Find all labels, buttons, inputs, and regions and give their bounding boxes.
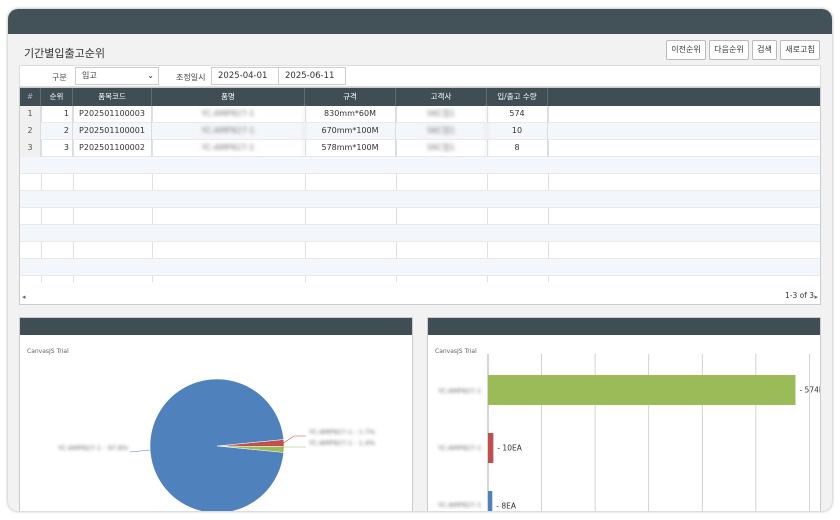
table-row[interactable]: 2 2 P202501100001 YC-AMP827-1 670mm*100M…	[20, 123, 820, 140]
rank-cell: 3	[41, 140, 73, 157]
pie-label-small: YC-AMP827-1 - 1.4%	[308, 439, 375, 447]
bar-chart: YC-AMP827-1 YC-AMP827-1 YC-AMP827-1 - 57…	[437, 354, 821, 511]
type-select-value: 입고	[82, 71, 97, 80]
chevron-down-icon: ⌄	[147, 71, 154, 80]
col-customer[interactable]: 고객사	[396, 88, 487, 106]
table-row[interactable]: 3 3 P202501100002 YC-AMP827-1 578mm*100M…	[20, 140, 820, 157]
spec-cell: 830mm*60M	[305, 106, 396, 123]
bar[interactable]	[488, 433, 494, 463]
scroll-left-icon[interactable]: ◂	[22, 293, 26, 301]
pie-leader-line	[129, 449, 151, 453]
qty-cell: 8	[487, 140, 548, 157]
code-cell: P202501100002	[73, 140, 152, 157]
row-number: 1	[20, 106, 41, 123]
type-select[interactable]: 입고 ⌄	[75, 67, 159, 85]
customer-cell: SKC협1	[396, 106, 487, 123]
bar-chart-panel: CanvasJS Trial YC-AMP827-1 YC-AMP827-1 Y…	[427, 317, 821, 511]
bar-panel-header	[428, 318, 820, 335]
spec-cell: 670mm*100M	[305, 123, 396, 140]
empty-row	[20, 259, 820, 276]
col-name[interactable]: 품명	[152, 88, 305, 106]
bar-value-label: - 574EA	[799, 386, 821, 395]
customer-cell: SKC협1	[396, 123, 487, 140]
row-number: 3	[20, 140, 41, 157]
page-title: 기간별입출고순위	[24, 47, 105, 60]
empty-row	[20, 242, 820, 259]
rank-cell: 1	[41, 106, 73, 123]
prev-rank-button[interactable]: 이전순위	[666, 40, 706, 60]
search-button[interactable]: 검색	[752, 40, 777, 60]
pie-slice[interactable]	[149, 378, 284, 511]
col-qty[interactable]: 입/출고 수량	[487, 88, 548, 106]
empty-row	[20, 157, 820, 174]
row-number: 2	[20, 123, 41, 140]
pie-label-small: YC-AMP827-1 - 1.7%	[308, 428, 375, 436]
app-header-bar	[8, 9, 832, 34]
bar-category-label: YC-AMP827-1	[437, 501, 481, 509]
refresh-button[interactable]: 새로고침	[780, 40, 820, 60]
customer-cell: SKC협1	[396, 140, 487, 157]
bar-value-label: - 10EA	[497, 444, 522, 453]
spec-cell: 578mm*100M	[305, 140, 396, 157]
name-cell: YC-AMP827-1	[152, 123, 305, 140]
date-label: 조정일시	[176, 73, 206, 82]
table-row[interactable]: 1 1 P202501100003 YC-AMP827-1 830mm*60M …	[20, 106, 820, 123]
pie-trial-label: CanvasJS Trial	[27, 348, 69, 355]
date-to-input[interactable]: 2025-06-11	[278, 67, 346, 85]
bar-category-label: YC-AMP827-1	[437, 444, 481, 452]
code-cell: P202501100001	[73, 123, 152, 140]
code-cell: P202501100003	[73, 106, 152, 123]
grid-header: # 순위 품목코드 품명 규격 고객사 입/출고 수량	[20, 88, 820, 106]
app-window: 기간별입출고순위 이전순위 다음순위 검색 새로고침 구분 입고 ⌄ 조정일시 …	[8, 9, 832, 511]
scroll-right-icon[interactable]: ▸	[814, 293, 818, 301]
date-from-input[interactable]: 2025-04-01	[211, 67, 279, 85]
qty-cell: 574	[487, 106, 548, 123]
next-rank-button[interactable]: 다음순위	[709, 40, 749, 60]
empty-row	[20, 208, 820, 225]
empty-row	[20, 191, 820, 208]
bar-trial-label: CanvasJS Trial	[435, 348, 477, 355]
rank-grid: # 순위 품목코드 품명 규격 고객사 입/출고 수량 1 1 P2025011…	[19, 87, 821, 305]
name-cell: YC-AMP827-1	[152, 140, 305, 157]
bar[interactable]	[488, 491, 493, 511]
pie-label-large: YC-AMP827-1 - 97.8%	[57, 444, 128, 452]
type-label: 구분	[52, 73, 67, 82]
empty-row	[20, 225, 820, 242]
col-rank[interactable]: 순위	[41, 88, 73, 106]
col-index[interactable]: #	[20, 88, 41, 106]
bar-category-label: YC-AMP827-1	[437, 387, 481, 395]
bar-value-label: - 8EA	[496, 502, 517, 511]
col-spec[interactable]: 규격	[305, 88, 396, 106]
name-cell: YC-AMP827-1	[152, 106, 305, 123]
pie-leader-line	[281, 435, 306, 445]
record-count: 1-3 of 3	[784, 291, 814, 300]
empty-row	[20, 174, 820, 191]
pie-chart: YC-AMP827-1 - 97.8% YC-AMP827-1 - 1.7% Y…	[57, 378, 375, 511]
filter-bar: 구분 입고 ⌄ 조정일시 2025-04-01 2025-06-11	[19, 65, 821, 87]
col-code[interactable]: 품목코드	[73, 88, 152, 106]
pie-chart-panel: CanvasJS Trial YC-AMP827-1 - 97.8% YC-AM…	[19, 317, 413, 511]
qty-cell: 10	[487, 123, 548, 140]
pie-panel-header	[20, 318, 412, 335]
bar[interactable]	[488, 375, 796, 405]
rank-cell: 2	[41, 123, 73, 140]
